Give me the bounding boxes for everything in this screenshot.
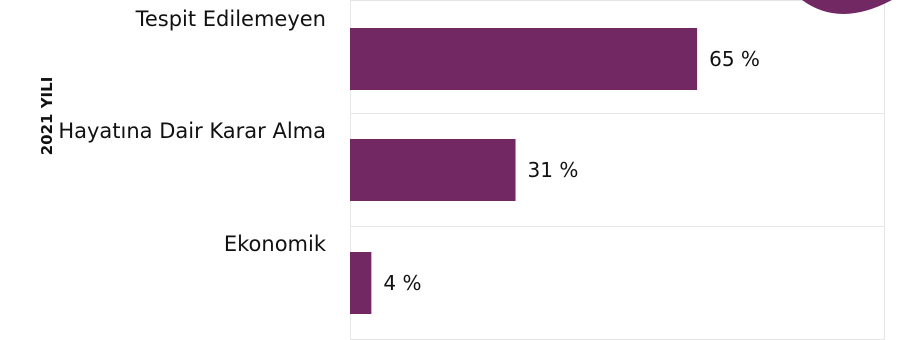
category-label-1: Hayatına Dair Karar Alma bbox=[58, 119, 326, 143]
group-axis-label: 2021 YILI bbox=[38, 77, 56, 156]
bar-1 bbox=[350, 139, 516, 201]
category-label-0: Tespit Edilemeyen bbox=[135, 7, 326, 31]
bar-0 bbox=[350, 28, 698, 90]
value-label-1: 31 % bbox=[528, 158, 579, 182]
decorative-badge bbox=[802, 0, 892, 14]
value-label-0: 65 % bbox=[709, 47, 760, 71]
value-label-2: 4 % bbox=[383, 271, 421, 295]
category-label-2: Ekonomik bbox=[224, 232, 327, 256]
bar-2 bbox=[350, 252, 372, 314]
bars-group: 65 % Tespit Edilemeyen 31 % Hayatına Dair K… bbox=[58, 7, 760, 314]
